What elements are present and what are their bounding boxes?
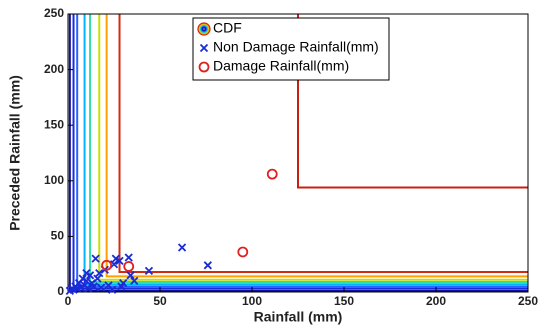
- point: [82, 268, 91, 278]
- x-tick-label: 50: [153, 294, 167, 308]
- point: [93, 274, 102, 283]
- point: [237, 246, 249, 258]
- x-tick-label: 0: [65, 294, 72, 308]
- point: [82, 276, 91, 286]
- contour-line: [76, 14, 528, 288]
- point: [101, 259, 113, 271]
- point: [130, 276, 139, 286]
- point: [95, 268, 104, 278]
- x-tick-label: 150: [334, 294, 354, 308]
- contour-line: [105, 14, 528, 278]
- y-tick-label: 200: [44, 62, 64, 76]
- legend-box: [192, 17, 390, 81]
- point: [91, 254, 100, 263]
- legend-icon: [199, 43, 209, 53]
- y-tick-label: 250: [44, 6, 64, 20]
- y-tick-label: 0: [57, 284, 64, 298]
- x-axis-label: Rainfall (mm): [254, 309, 343, 325]
- point: [96, 283, 106, 292]
- point: [177, 243, 187, 252]
- y-tick-label: 150: [44, 117, 64, 131]
- point: [144, 266, 154, 276]
- point: [266, 168, 278, 180]
- contour-line: [118, 14, 528, 273]
- legend-icon: [202, 27, 206, 31]
- point: [84, 284, 93, 293]
- x-tick-label: 250: [518, 294, 538, 308]
- point: [115, 256, 124, 266]
- legend-label: Non Damage Rainfall(mm): [213, 39, 379, 55]
- legend-label: Damage Rainfall(mm): [213, 58, 349, 74]
- point: [203, 261, 212, 270]
- x-tick-label: 100: [242, 294, 262, 308]
- legend-label: CDF: [213, 20, 242, 36]
- y-tick-label: 50: [51, 229, 65, 243]
- point: [89, 282, 98, 291]
- point: [119, 278, 128, 288]
- point: [108, 285, 117, 294]
- y-tick-label: 100: [44, 173, 64, 187]
- x-tick-label: 200: [426, 294, 446, 308]
- point: [126, 271, 135, 280]
- legend-icon: [198, 61, 210, 73]
- y-axis-label: Preceded Rainfall (mm): [7, 75, 23, 231]
- point: [124, 253, 133, 262]
- plot-frame: [67, 13, 529, 293]
- point: [123, 261, 135, 272]
